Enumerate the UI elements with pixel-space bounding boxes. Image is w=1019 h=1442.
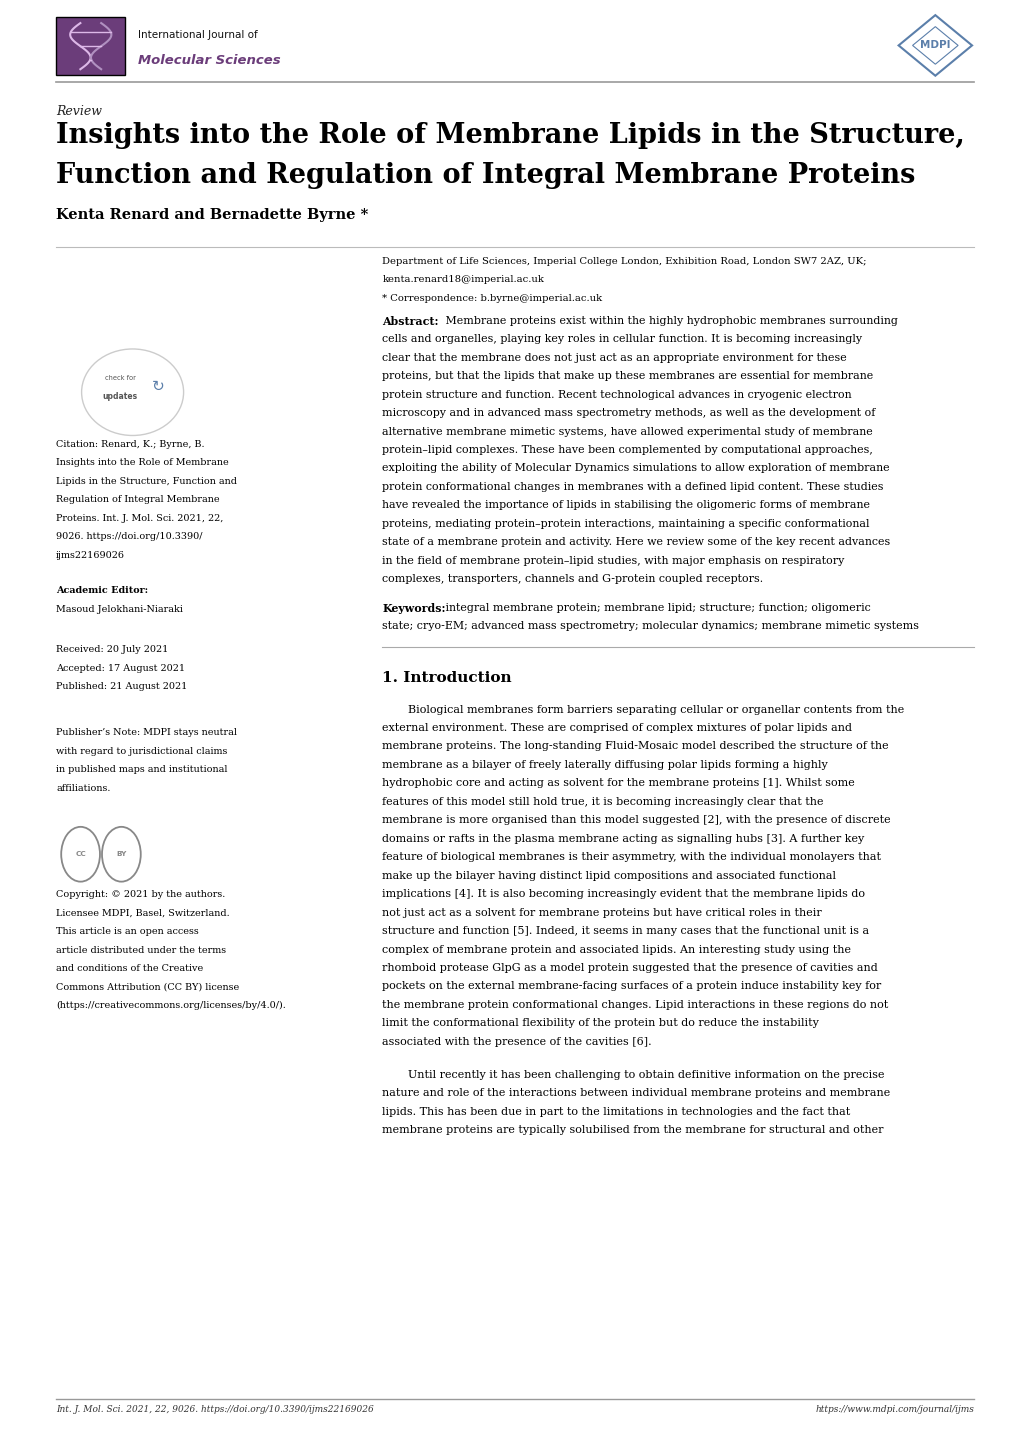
Text: protein structure and function. Recent technological advances in cryogenic elect: protein structure and function. Recent t… — [382, 389, 851, 399]
Text: (https://creativecommons.org/licenses/by/4.0/).: (https://creativecommons.org/licenses/by… — [56, 1001, 285, 1011]
Text: Insights into the Role of Membrane Lipids in the Structure,: Insights into the Role of Membrane Lipid… — [56, 121, 964, 149]
Text: CC: CC — [75, 851, 86, 857]
Text: and conditions of the Creative: and conditions of the Creative — [56, 965, 203, 973]
Text: features of this model still hold true, it is becoming increasingly clear that t: features of this model still hold true, … — [382, 797, 823, 808]
Text: exploiting the ability of Molecular Dynamics simulations to allow exploration of: exploiting the ability of Molecular Dyna… — [382, 463, 890, 473]
Text: Department of Life Sciences, Imperial College London, Exhibition Road, London SW: Department of Life Sciences, Imperial Co… — [382, 257, 866, 265]
Text: integral membrane protein; membrane lipid; structure; function; oligomeric: integral membrane protein; membrane lipi… — [441, 603, 869, 613]
Text: membrane is more organised than this model suggested [2], with the presence of d: membrane is more organised than this mod… — [382, 815, 891, 825]
Text: external environment. These are comprised of complex mixtures of polar lipids an: external environment. These are comprise… — [382, 722, 852, 733]
Text: protein conformational changes in membranes with a defined lipid content. These : protein conformational changes in membra… — [382, 482, 883, 492]
Text: updates: updates — [103, 392, 138, 401]
Text: Accepted: 17 August 2021: Accepted: 17 August 2021 — [56, 663, 185, 673]
Text: protein–lipid complexes. These have been complemented by computational approache: protein–lipid complexes. These have been… — [382, 446, 872, 456]
Text: Review: Review — [56, 105, 102, 118]
Text: Copyright: © 2021 by the authors.: Copyright: © 2021 by the authors. — [56, 890, 225, 900]
Text: 9026. https://doi.org/10.3390/: 9026. https://doi.org/10.3390/ — [56, 532, 203, 541]
Text: the membrane protein conformational changes. Lipid interactions in these regions: the membrane protein conformational chan… — [382, 999, 888, 1009]
Text: Published: 21 August 2021: Published: 21 August 2021 — [56, 682, 187, 691]
Text: not just act as a solvent for membrane proteins but have critical roles in their: not just act as a solvent for membrane p… — [382, 907, 821, 917]
Text: hydrophobic core and acting as solvent for the membrane proteins [1]. Whilst som: hydrophobic core and acting as solvent f… — [382, 779, 854, 789]
Text: ijms22169026: ijms22169026 — [56, 551, 125, 559]
Text: Received: 20 July 2021: Received: 20 July 2021 — [56, 646, 168, 655]
Text: Publisher’s Note: MDPI stays neutral: Publisher’s Note: MDPI stays neutral — [56, 728, 236, 737]
Text: proteins, mediating protein–protein interactions, maintaining a specific conform: proteins, mediating protein–protein inte… — [382, 519, 869, 529]
Text: limit the conformational flexibility of the protein but do reduce the instabilit: limit the conformational flexibility of … — [382, 1018, 818, 1028]
Text: proteins, but that the lipids that make up these membranes are essential for mem: proteins, but that the lipids that make … — [382, 371, 873, 381]
Text: Insights into the Role of Membrane: Insights into the Role of Membrane — [56, 459, 228, 467]
Text: state of a membrane protein and activity. Here we review some of the key recent : state of a membrane protein and activity… — [382, 538, 890, 548]
FancyBboxPatch shape — [56, 17, 125, 75]
Text: Licensee MDPI, Basel, Switzerland.: Licensee MDPI, Basel, Switzerland. — [56, 908, 229, 917]
Text: Int. J. Mol. Sci. 2021, 22, 9026. https://doi.org/10.3390/ijms22169026: Int. J. Mol. Sci. 2021, 22, 9026. https:… — [56, 1405, 374, 1413]
Text: Proteins. Int. J. Mol. Sci. 2021, 22,: Proteins. Int. J. Mol. Sci. 2021, 22, — [56, 513, 223, 522]
Text: 1. Introduction: 1. Introduction — [382, 672, 512, 685]
Text: This article is an open access: This article is an open access — [56, 927, 199, 936]
Text: associated with the presence of the cavities [6].: associated with the presence of the cavi… — [382, 1037, 651, 1047]
Text: Citation: Renard, K.; Byrne, B.: Citation: Renard, K.; Byrne, B. — [56, 440, 205, 448]
Text: in published maps and institutional: in published maps and institutional — [56, 766, 227, 774]
Text: * Correspondence: b.byrne@imperial.ac.uk: * Correspondence: b.byrne@imperial.ac.uk — [382, 294, 602, 303]
Text: BY: BY — [116, 851, 126, 857]
Text: with regard to jurisdictional claims: with regard to jurisdictional claims — [56, 747, 227, 756]
Text: nature and role of the interactions between individual membrane proteins and mem: nature and role of the interactions betw… — [382, 1089, 890, 1099]
Text: alternative membrane mimetic systems, have allowed experimental study of membran: alternative membrane mimetic systems, ha… — [382, 427, 872, 437]
Text: membrane proteins. The long-standing Fluid-Mosaic model described the structure : membrane proteins. The long-standing Flu… — [382, 741, 889, 751]
Text: Regulation of Integral Membrane: Regulation of Integral Membrane — [56, 495, 219, 505]
Text: structure and function [5]. Indeed, it seems in many cases that the functional u: structure and function [5]. Indeed, it s… — [382, 926, 869, 936]
Text: Abstract:: Abstract: — [382, 316, 438, 327]
Text: state; cryo-EM; advanced mass spectrometry; molecular dynamics; membrane mimetic: state; cryo-EM; advanced mass spectromet… — [382, 622, 918, 632]
Text: membrane as a bilayer of freely laterally diffusing polar lipids forming a highl: membrane as a bilayer of freely laterall… — [382, 760, 827, 770]
Text: Lipids in the Structure, Function and: Lipids in the Structure, Function and — [56, 477, 236, 486]
Text: Function and Regulation of Integral Membrane Proteins: Function and Regulation of Integral Memb… — [56, 162, 915, 189]
Text: rhomboid protease GlpG as a model protein suggested that the presence of cavitie: rhomboid protease GlpG as a model protei… — [382, 963, 877, 973]
Text: Molecular Sciences: Molecular Sciences — [138, 53, 280, 68]
Text: article distributed under the terms: article distributed under the terms — [56, 946, 226, 955]
Text: Commons Attribution (CC BY) license: Commons Attribution (CC BY) license — [56, 982, 239, 992]
Text: International Journal of: International Journal of — [138, 30, 257, 39]
Text: Kenta Renard and Bernadette Byrne *: Kenta Renard and Bernadette Byrne * — [56, 208, 368, 222]
Text: Academic Editor:: Academic Editor: — [56, 587, 148, 596]
Text: in the field of membrane protein–lipid studies, with major emphasis on respirato: in the field of membrane protein–lipid s… — [382, 555, 844, 565]
Text: Biological membranes form barriers separating cellular or organellar contents fr: Biological membranes form barriers separ… — [408, 705, 904, 715]
Text: clear that the membrane does not just act as an appropriate environment for thes: clear that the membrane does not just ac… — [382, 353, 847, 363]
Text: check for: check for — [105, 375, 136, 381]
Text: Keywords:: Keywords: — [382, 603, 445, 614]
Text: complexes, transporters, channels and G-protein coupled receptors.: complexes, transporters, channels and G-… — [382, 574, 763, 584]
Text: membrane proteins are typically solubilised from the membrane for structural and: membrane proteins are typically solubili… — [382, 1125, 883, 1135]
Text: make up the bilayer having distinct lipid compositions and associated functional: make up the bilayer having distinct lipi… — [382, 871, 836, 881]
Text: implications [4]. It is also becoming increasingly evident that the membrane lip: implications [4]. It is also becoming in… — [382, 890, 865, 900]
Text: complex of membrane protein and associated lipids. An interesting study using th: complex of membrane protein and associat… — [382, 945, 851, 955]
Text: feature of biological membranes is their asymmetry, with the individual monolaye: feature of biological membranes is their… — [382, 852, 880, 862]
Text: domains or rafts in the plasma membrane acting as signalling hubs [3]. A further: domains or rafts in the plasma membrane … — [382, 833, 864, 844]
Text: cells and organelles, playing key roles in cellular function. It is becoming inc: cells and organelles, playing key roles … — [382, 335, 862, 345]
Text: pockets on the external membrane-facing surfaces of a protein induce instability: pockets on the external membrane-facing … — [382, 982, 880, 992]
Text: have revealed the importance of lipids in stabilising the oligomeric forms of me: have revealed the importance of lipids i… — [382, 500, 869, 510]
Text: Until recently it has been challenging to obtain definitive information on the p: Until recently it has been challenging t… — [408, 1070, 883, 1080]
Text: https://www.mdpi.com/journal/ijms: https://www.mdpi.com/journal/ijms — [814, 1405, 973, 1413]
Text: Membrane proteins exist within the highly hydrophobic membranes surrounding: Membrane proteins exist within the highl… — [441, 316, 897, 326]
Text: microscopy and in advanced mass spectrometry methods, as well as the development: microscopy and in advanced mass spectrom… — [382, 408, 875, 418]
Text: Masoud Jelokhani-Niaraki: Masoud Jelokhani-Niaraki — [56, 604, 182, 614]
Text: lipids. This has been due in part to the limitations in technologies and the fac: lipids. This has been due in part to the… — [382, 1106, 850, 1116]
Text: MDPI: MDPI — [919, 40, 950, 50]
Text: affiliations.: affiliations. — [56, 784, 110, 793]
Text: ↻: ↻ — [152, 379, 164, 394]
Text: kenta.renard18@imperial.ac.uk: kenta.renard18@imperial.ac.uk — [382, 275, 544, 284]
